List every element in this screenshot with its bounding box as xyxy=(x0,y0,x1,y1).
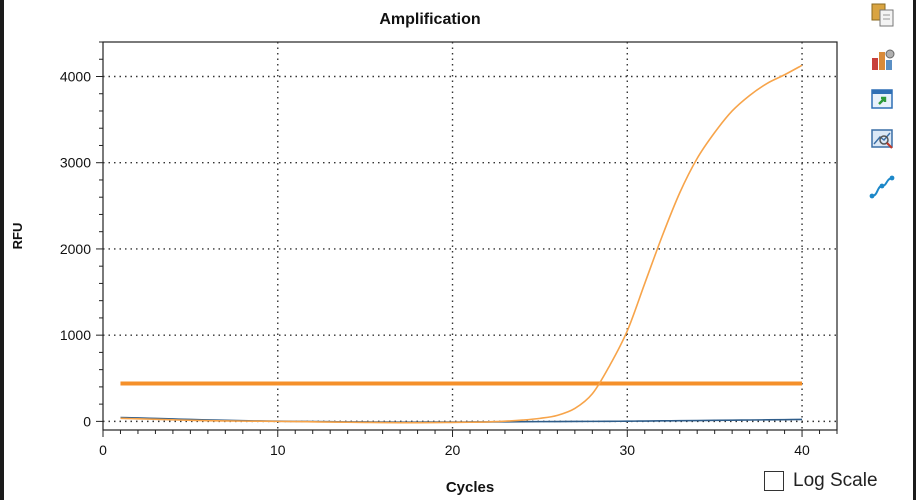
zoom-button[interactable] xyxy=(866,124,900,154)
y-tick-label: 3000 xyxy=(60,155,91,171)
chart-settings-button[interactable] xyxy=(866,44,900,74)
copy-button[interactable] xyxy=(866,0,900,30)
curve-icon xyxy=(869,175,895,199)
chart-settings-icon xyxy=(872,49,895,70)
export-icon xyxy=(871,89,893,109)
tick-layer: 0 10 20 30 40 0 1000 2000 3000 4000 xyxy=(60,41,838,458)
export-button[interactable] xyxy=(866,84,900,114)
zoom-icon xyxy=(871,129,893,149)
copy-icon xyxy=(871,3,894,27)
x-tick-label: 40 xyxy=(794,442,810,458)
x-axis-label: Cycles xyxy=(446,479,494,496)
chart-title: Amplification xyxy=(379,11,480,28)
y-tick-label: 0 xyxy=(83,413,91,429)
x-tick-label: 10 xyxy=(270,442,286,458)
x-tick-label: 0 xyxy=(99,442,107,458)
y-tick-label: 2000 xyxy=(60,241,91,257)
window-frame-left xyxy=(0,0,4,500)
y-tick-label: 4000 xyxy=(60,68,91,84)
series-layer xyxy=(120,64,803,424)
window-frame-right xyxy=(913,0,916,500)
y-axis-label: RFU xyxy=(10,223,25,250)
log-scale-checkbox[interactable] xyxy=(764,471,784,491)
amplification-series-line xyxy=(120,64,803,424)
x-tick-label: 30 xyxy=(619,442,635,458)
plot-area xyxy=(102,41,838,431)
curve-button[interactable] xyxy=(866,172,900,202)
log-scale-toggle[interactable]: Log Scale xyxy=(764,470,878,492)
y-tick-label: 1000 xyxy=(60,327,91,343)
x-tick-label: 20 xyxy=(445,442,461,458)
log-scale-label: Log Scale xyxy=(793,470,878,491)
